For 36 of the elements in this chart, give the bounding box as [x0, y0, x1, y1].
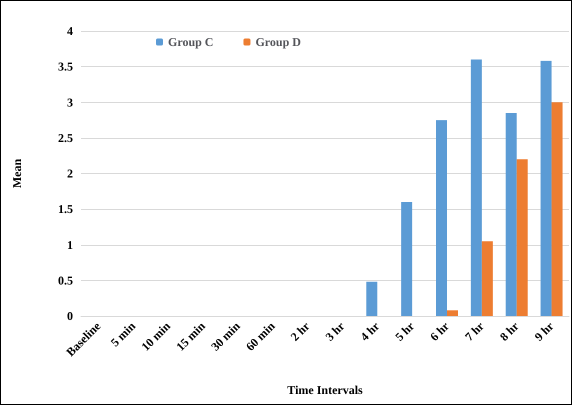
x-tick-label: 30 min	[208, 318, 244, 354]
bar	[482, 241, 493, 316]
x-tick-label: 3 hr	[322, 318, 348, 344]
y-tick-label: 1.5	[58, 202, 73, 216]
bar	[540, 60, 552, 316]
x-tick-label: 9 hr	[532, 318, 557, 344]
y-tick-label: 0.5	[58, 273, 73, 288]
y-tick-label: 4	[67, 24, 73, 38]
bar	[470, 60, 482, 316]
x-tick-label: 5 min	[108, 318, 138, 350]
x-tick-label: 60 min	[243, 318, 278, 354]
bar	[436, 120, 447, 316]
y-tick-label: 3	[67, 95, 73, 110]
x-tick-label: 5 hr	[392, 318, 418, 344]
x-axis-title: Time Intervals	[287, 383, 364, 397]
x-tick-label: 2 hr	[288, 318, 313, 344]
x-tick-label: 6 hr	[427, 318, 452, 344]
y-axis-title: Mean	[10, 158, 24, 188]
bar	[506, 112, 517, 316]
x-tick-label: 15 min	[173, 318, 208, 354]
x-tick-label: 10 min	[138, 318, 174, 354]
y-tick-label: 1	[67, 238, 73, 252]
legend-label: Group D	[255, 35, 302, 49]
bar	[552, 102, 563, 316]
bar	[516, 159, 528, 316]
bar	[447, 310, 458, 316]
y-tick-label: 2	[67, 166, 73, 180]
y-tick-label: 3.5	[58, 60, 73, 74]
x-tick-label: 8 hr	[496, 318, 522, 344]
y-tick-label: 2.5	[58, 130, 73, 145]
bar	[366, 282, 378, 316]
legend-label: Group C	[168, 35, 214, 49]
x-tick-label: 7 hr	[462, 318, 488, 344]
x-tick-label: 4 hr	[358, 318, 383, 344]
bar	[401, 202, 412, 316]
y-tick-label: 0	[67, 309, 73, 323]
